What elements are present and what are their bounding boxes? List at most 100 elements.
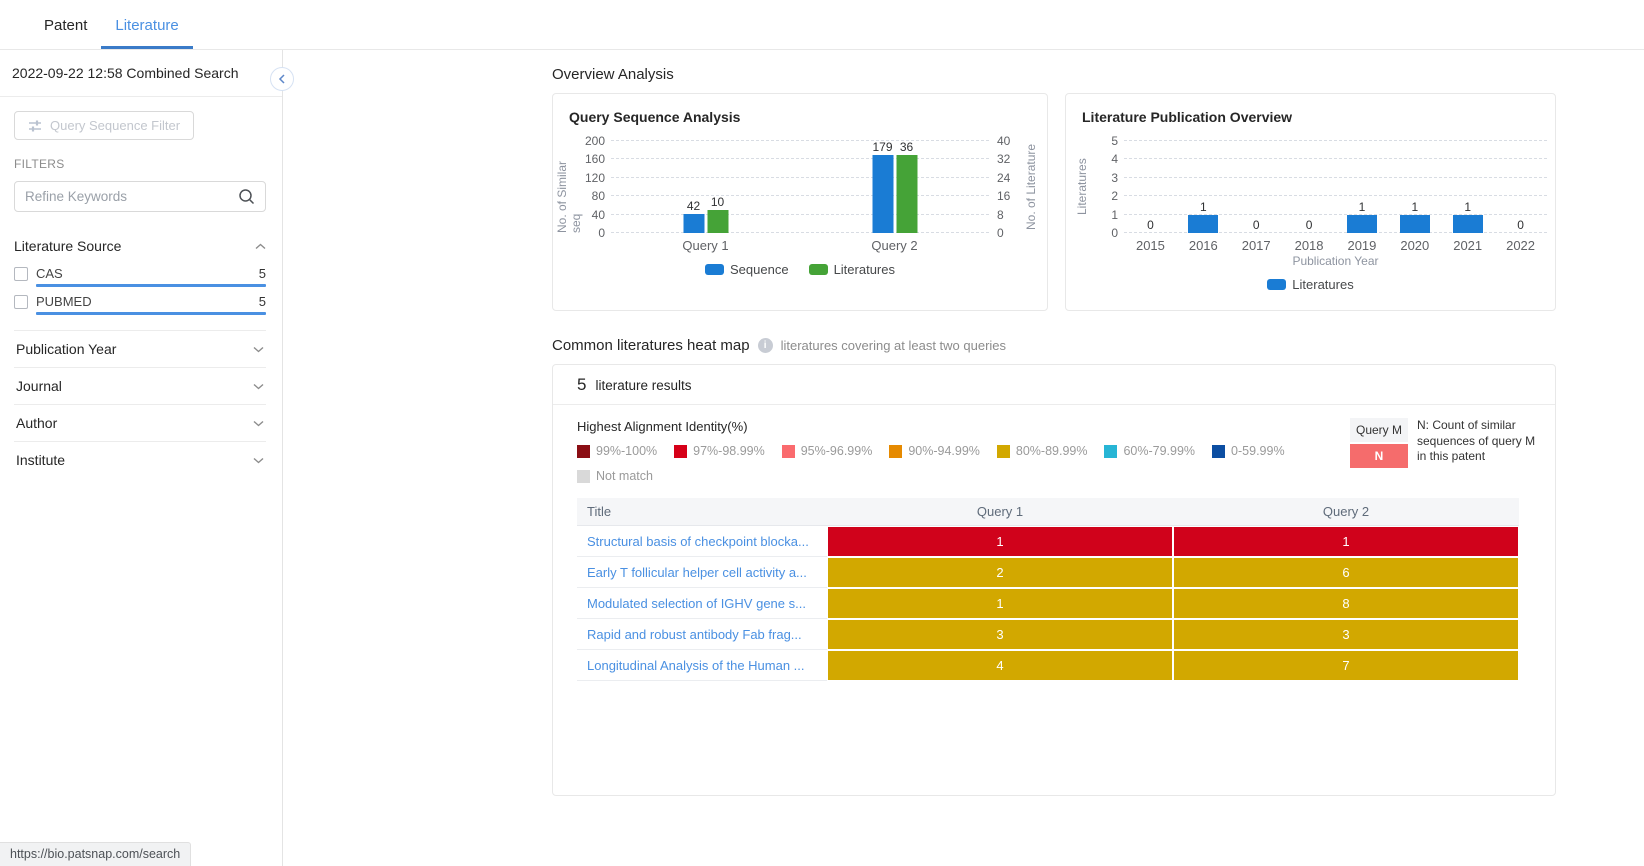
filter-item-bar xyxy=(36,312,266,315)
chevron-down-icon xyxy=(253,457,264,463)
filter-item-cas: CAS 5 xyxy=(0,262,282,287)
search-icon[interactable] xyxy=(238,188,255,205)
tab-patent[interactable]: Patent xyxy=(30,3,101,49)
filter-item-row[interactable]: CAS 5 xyxy=(14,266,266,281)
section-header-author[interactable]: Author xyxy=(14,404,266,441)
heat-cell-query-2: 8 xyxy=(1173,588,1519,619)
bar-literatures xyxy=(1346,214,1377,233)
legend-item-literatures[interactable]: Literatures xyxy=(808,262,895,277)
heatmap-body: Highest Alignment Identity(%) 99%-100% 97… xyxy=(553,405,1555,681)
checkbox-pubmed[interactable] xyxy=(14,294,28,309)
table-row: Rapid and robust antibody Fab frag... 3 3 xyxy=(577,619,1519,650)
bar-group-2018: 0 xyxy=(1294,141,1324,233)
bar-literatures xyxy=(1399,214,1430,233)
identity-swatch xyxy=(577,469,590,483)
query-note-box-bottom: N xyxy=(1350,444,1408,468)
sidebar-collapse-button[interactable] xyxy=(270,67,294,91)
identity-label: 60%-79.99% xyxy=(1123,444,1196,458)
tab-bar: Patent Literature xyxy=(30,3,193,49)
literature-title-link[interactable]: Early T follicular helper cell activity … xyxy=(577,557,827,588)
gridline xyxy=(611,140,989,141)
literature-title-link[interactable]: Modulated selection of IGHV gene s... xyxy=(577,588,827,619)
bar-value-label: 1 xyxy=(1358,199,1366,214)
plot-column: 42 10 179 36 Query 1 Query 2 xyxy=(611,140,989,253)
heat-cell-query-1: 4 xyxy=(827,650,1173,681)
legend-item-literatures[interactable]: Literatures xyxy=(1267,277,1354,292)
literature-title-link[interactable]: Longitudinal Analysis of the Human ... xyxy=(577,650,827,681)
section-header-institute[interactable]: Institute xyxy=(14,441,266,478)
identity-swatch xyxy=(996,444,1010,458)
identity-legend-item-97-98-99: 97%-98.99% xyxy=(674,444,765,458)
identity-legend-item-0-59-99: 0-59.99% xyxy=(1212,444,1285,458)
identity-label: Not match xyxy=(596,469,653,483)
heatmap-heading-row: Common literatures heat map i literature… xyxy=(552,337,1644,354)
chevron-down-icon xyxy=(253,383,264,389)
legend-item-sequence[interactable]: Sequence xyxy=(705,262,789,277)
results-count: 5 xyxy=(577,375,587,394)
section-header-journal[interactable]: Journal xyxy=(14,367,266,404)
heat-cell-query-1: 1 xyxy=(827,588,1173,619)
identity-label: 99%-100% xyxy=(596,444,658,458)
bar-group-query-1: 42 10 xyxy=(683,141,728,233)
heatmap-card-header: 5 literature results xyxy=(553,365,1555,405)
query-sequence-filter-button[interactable]: Query Sequence Filter xyxy=(14,111,195,140)
heat-cell-query-1: 2 xyxy=(827,557,1173,588)
section-header-publication-year[interactable]: Publication Year xyxy=(14,330,266,367)
bar-group-2015: 0 xyxy=(1135,141,1165,233)
bar-value-label: 36 xyxy=(899,140,914,154)
literature-title-link[interactable]: Rapid and robust antibody Fab frag... xyxy=(577,619,827,650)
section-header-literature-source[interactable]: Literature Source xyxy=(0,230,282,262)
bar-cell: 0 xyxy=(1294,141,1324,233)
bar-cell: 42 xyxy=(683,141,704,233)
legend-label: Sequence xyxy=(730,262,789,277)
gridline xyxy=(611,176,989,178)
identity-swatch xyxy=(1212,444,1226,458)
gridline xyxy=(1124,158,1547,160)
filter-item-count: 5 xyxy=(258,294,266,309)
refine-keywords-box[interactable] xyxy=(14,181,266,212)
identity-swatch xyxy=(889,444,903,458)
bar-value-label: 0 xyxy=(1517,218,1524,232)
chevron-left-icon xyxy=(278,74,285,84)
bar-group-2022: 0 xyxy=(1506,141,1536,233)
checkbox-cas[interactable] xyxy=(14,266,28,281)
section-label: Literature Source xyxy=(14,238,122,254)
bar-literatures xyxy=(1188,214,1219,233)
bar-literatures xyxy=(707,210,728,233)
bar-group-query-2: 179 36 xyxy=(872,141,917,233)
legend-swatch xyxy=(808,264,828,275)
bar-cell: 0 xyxy=(1135,141,1165,233)
identity-swatch xyxy=(674,444,688,458)
literature-title-link[interactable]: Structural basis of checkpoint blocka... xyxy=(577,526,827,557)
section-label: Publication Year xyxy=(16,341,117,357)
heat-cell-query-2: 6 xyxy=(1173,557,1519,588)
bar-cell: 1 xyxy=(1188,141,1219,233)
chevron-up-icon xyxy=(255,243,266,249)
heat-cell-query-1: 3 xyxy=(827,619,1173,650)
identity-legend-item-99-100: 99%-100% xyxy=(577,444,657,458)
gridline xyxy=(1124,176,1547,178)
section-label: Institute xyxy=(16,452,66,468)
overview-charts-row: Query Sequence Analysis No. of Similar se… xyxy=(552,93,1644,311)
gridline xyxy=(1124,140,1547,141)
search-title: 2022-09-22 12:58 Combined Search xyxy=(12,65,239,81)
bar-value-label: 1 xyxy=(1411,199,1419,214)
query-note: Query M N N: Count of similar sequences … xyxy=(1350,418,1541,468)
filter-item-label: PUBMED xyxy=(36,294,92,309)
y-axis-label-left: Literatures xyxy=(1075,158,1089,216)
identity-label: 0-59.99% xyxy=(1231,444,1285,458)
x-axis-title: Publication Year xyxy=(1292,254,1379,268)
identity-label: 97%-98.99% xyxy=(693,444,765,458)
heat-cell-query-2: 7 xyxy=(1173,650,1519,681)
bar-literatures xyxy=(1452,214,1483,233)
table-row: Early T follicular helper cell activity … xyxy=(577,557,1519,588)
bar-cell: 1 xyxy=(1346,141,1377,233)
refine-keywords-input[interactable] xyxy=(25,189,238,204)
filter-item-row[interactable]: PUBMED 5 xyxy=(14,294,266,309)
bar-group-2019: 1 xyxy=(1346,141,1377,233)
filter-item-bar xyxy=(36,284,266,287)
tab-literature[interactable]: Literature xyxy=(101,3,193,49)
bar-value-label: 0 xyxy=(1305,218,1313,232)
gridline xyxy=(1124,232,1547,233)
